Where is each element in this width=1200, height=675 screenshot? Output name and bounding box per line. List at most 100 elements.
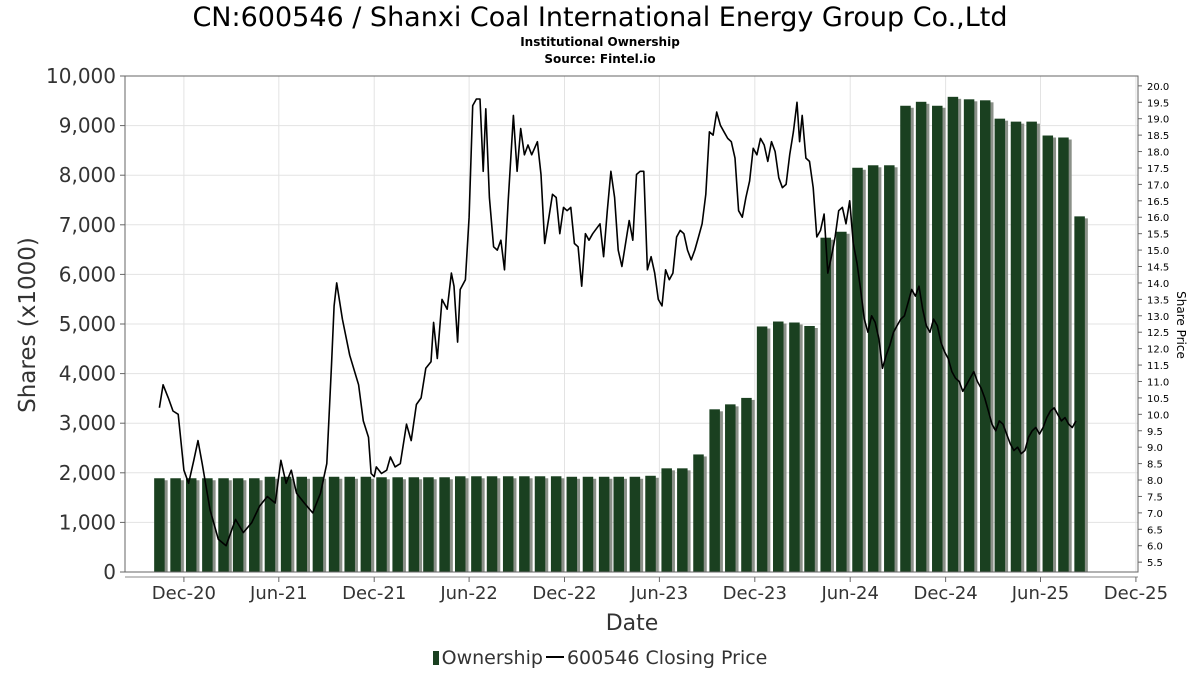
ownership-bar <box>218 478 229 572</box>
ownership-bar <box>185 478 197 572</box>
ownership-bar <box>1058 137 1069 572</box>
y2-tick-label: 15.5 <box>1147 230 1169 241</box>
ownership-legend-swatch <box>432 651 439 665</box>
ownership-bar <box>1042 135 1054 572</box>
ownership-bar <box>598 476 610 572</box>
y-tick-label: 8,000 <box>59 163 116 187</box>
y2-tick-label: 7.5 <box>1147 492 1163 503</box>
ownership-bar <box>566 476 578 572</box>
y-tick-label: 5,000 <box>59 312 116 336</box>
ownership-bar <box>693 454 704 572</box>
y2-tick-label: 7.0 <box>1147 509 1163 520</box>
y2-tick-label: 18.5 <box>1147 131 1169 142</box>
ownership-bar <box>280 476 292 572</box>
y2-tick-label: 13.5 <box>1147 295 1169 306</box>
ownership-bar <box>963 99 975 572</box>
ownership-bar <box>502 476 514 572</box>
ownership-bar <box>677 468 688 572</box>
ownership-bar <box>884 165 895 572</box>
ownership-bar <box>392 477 403 572</box>
y2-tick-label: 12.5 <box>1147 328 1169 339</box>
y-axis-label: Shares (x1000) <box>15 237 41 413</box>
ownership-bar <box>852 167 863 572</box>
ownership-bar <box>344 476 355 572</box>
y-tick-label: 1,000 <box>59 510 116 534</box>
ownership-bar <box>423 477 434 572</box>
y2-tick-label: 9.0 <box>1147 443 1163 454</box>
ownership-bar <box>820 237 831 573</box>
price-line <box>158 98 1077 547</box>
x-tick-label: Jun-25 <box>1011 583 1070 604</box>
price-legend-label: 600546 Closing Price <box>566 647 768 669</box>
x-tick-label: Dec-24 <box>914 583 978 604</box>
y2-tick-label: 18.0 <box>1147 148 1169 159</box>
ownership-bar <box>582 476 594 572</box>
x-tick-label: Jun-24 <box>820 583 879 604</box>
y2-tick-label: 6.0 <box>1147 542 1163 553</box>
ownership-bar <box>725 404 736 572</box>
ownership-bar <box>773 321 784 572</box>
y2-tick-label: 11.0 <box>1147 377 1169 388</box>
y-tick-label: 0 <box>103 560 116 584</box>
ownership-bar <box>979 100 991 572</box>
ownership-bar <box>915 101 927 573</box>
x-tick-label: Jun-22 <box>439 583 498 604</box>
ownership-bar <box>613 476 624 572</box>
ownership-bar <box>1074 216 1085 573</box>
x-tick-label: Jun-23 <box>630 583 689 604</box>
ownership-bar <box>249 478 260 572</box>
ownership-bar <box>867 165 879 572</box>
legend: Ownership 600546 Closing Price <box>0 647 1200 669</box>
y2-tick-label: 19.5 <box>1147 98 1169 109</box>
y2-axis-label: Share Price <box>1174 291 1188 359</box>
ownership-bar <box>932 105 943 572</box>
ownership-bar <box>312 476 324 572</box>
y2-tick-label: 17.5 <box>1147 164 1169 175</box>
price-legend-swatch <box>545 656 564 658</box>
ownership-legend-label: Ownership <box>441 647 543 669</box>
x-axis-label: Date <box>606 611 659 636</box>
ownership-bar <box>534 476 546 572</box>
ownership-bar <box>661 468 672 572</box>
chart-canvas: 0 1,000 2,000 3,000 4,000 5,000 6,000 7,000 8,00… <box>15 64 1188 636</box>
ownership-bar <box>296 476 307 572</box>
y-tick-label: 7,000 <box>59 213 116 237</box>
x-tick-label: Dec-25 <box>1104 583 1168 604</box>
x-tick-label: Jun-21 <box>249 583 308 604</box>
ownership-bar <box>741 397 752 572</box>
y2-tick-label: 15.0 <box>1147 246 1169 257</box>
x-tick-label: Dec-20 <box>152 583 216 604</box>
axis-layer: 0 1,000 2,000 3,000 4,000 5,000 6,000 7,000 8,00… <box>46 64 1169 604</box>
x-tick-label: Dec-21 <box>342 583 406 604</box>
y-tick-label: 4,000 <box>59 362 116 386</box>
ownership-bar <box>471 476 482 572</box>
ownership-bar <box>756 326 768 572</box>
ownership-bar <box>994 118 1006 572</box>
y2-tick-label: 12.0 <box>1147 345 1169 356</box>
y-tick-label: 2,000 <box>59 461 116 485</box>
ownership-bar <box>550 476 562 572</box>
y-tick-label: 10,000 <box>46 64 116 88</box>
y2-tick-label: 10.0 <box>1147 410 1169 421</box>
chart-source: Source: Fintel.io <box>544 52 656 66</box>
ownership-bar <box>202 478 213 572</box>
ownership-bar <box>836 231 847 572</box>
ownership-bar <box>709 409 720 572</box>
ownership-bar <box>1010 121 1022 572</box>
y2-tick-label: 8.5 <box>1147 460 1163 471</box>
ownership-bar <box>900 105 911 572</box>
ownership-bar <box>789 322 800 572</box>
y2-tick-label: 14.5 <box>1147 263 1169 274</box>
y2-tick-label: 16.0 <box>1147 213 1169 224</box>
y2-tick-label: 6.5 <box>1147 525 1163 536</box>
ownership-bar <box>170 478 181 572</box>
y2-tick-label: 9.5 <box>1147 427 1163 438</box>
y2-tick-label: 19.0 <box>1147 115 1169 126</box>
y2-tick-label: 20.0 <box>1147 82 1169 93</box>
ownership-bar <box>454 476 466 572</box>
chart-subtitle: Institutional Ownership <box>520 35 680 49</box>
ownership-bar <box>328 476 340 572</box>
y-tick-label: 9,000 <box>59 114 116 138</box>
ownership-bar <box>264 476 276 572</box>
y-tick-label: 6,000 <box>59 262 116 286</box>
